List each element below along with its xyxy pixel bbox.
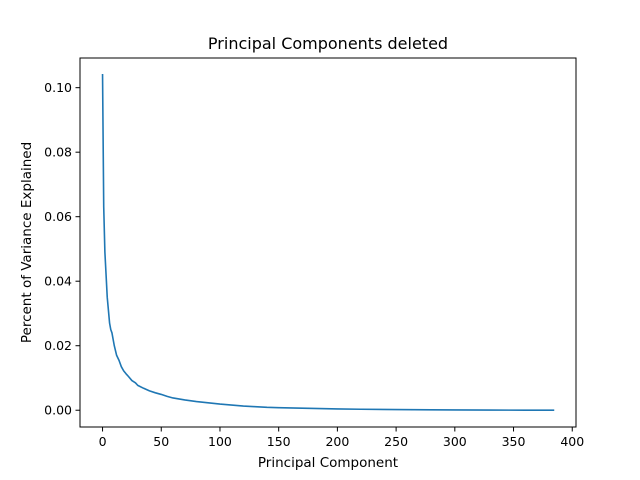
x-tick-label: 50	[153, 434, 169, 449]
x-tick-label: 0	[99, 434, 107, 449]
plot-area	[101, 73, 555, 412]
y-tick-label: 0.10	[44, 80, 72, 95]
x-tick-label: 100	[208, 434, 232, 449]
chart-title: Principal Components deleted	[208, 34, 448, 53]
y-tick-label: 0.00	[44, 403, 72, 418]
y-tick-label: 0.06	[44, 209, 72, 224]
axes-frame	[79, 57, 577, 428]
x-axis-label: Principal Component	[258, 455, 398, 471]
y-axis-ticks: 0.00 0.02 0.04 0.06 0.08 0.10	[44, 80, 80, 418]
y-tick-label: 0.04	[44, 274, 72, 289]
y-tick-label: 0.02	[44, 338, 72, 353]
x-tick-label: 350	[502, 434, 526, 449]
y-tick-label: 0.08	[44, 145, 72, 160]
x-tick-label: 200	[325, 434, 349, 449]
x-axis-ticks: 0 50 100 150 200 250 300 350 400	[99, 427, 584, 449]
x-tick-label: 400	[560, 434, 584, 449]
series-line	[101, 73, 555, 412]
y-axis-label: Percent of Variance Explained	[19, 142, 35, 343]
x-tick-label: 150	[267, 434, 291, 449]
x-tick-label: 300	[443, 434, 467, 449]
x-tick-label: 250	[384, 434, 408, 449]
